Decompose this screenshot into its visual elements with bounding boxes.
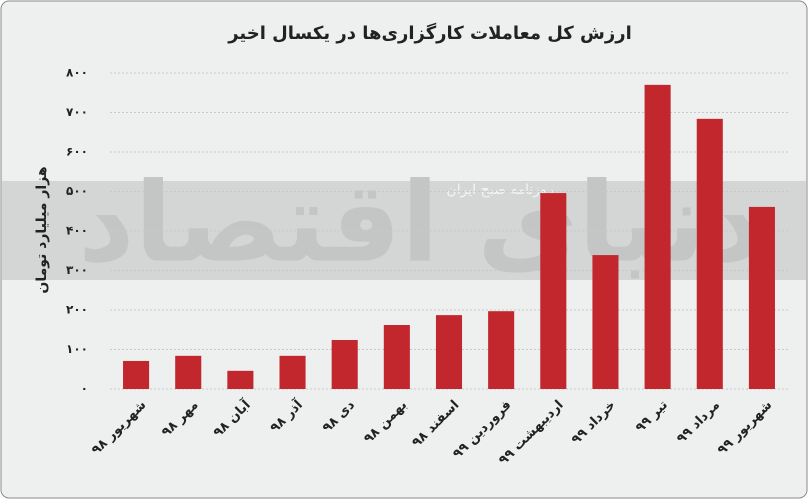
y-tick-label: ۱۰۰ xyxy=(66,342,88,356)
bar xyxy=(435,315,463,389)
bar xyxy=(227,370,254,389)
bar xyxy=(123,360,150,389)
bar xyxy=(175,355,202,389)
bar xyxy=(592,255,619,389)
y-tick-label: ۳۰۰ xyxy=(66,263,88,277)
bar xyxy=(383,325,410,389)
chart-title: ارزش کل معاملات کارگزاری‌ها در یکسال اخی… xyxy=(227,22,632,44)
bar xyxy=(644,84,671,389)
bar xyxy=(540,193,567,389)
watermark-tagline: روزنامه صبح ایران xyxy=(446,182,553,198)
bar xyxy=(748,206,775,389)
bar xyxy=(331,340,358,389)
y-tick-label: ۴۰۰ xyxy=(66,224,88,238)
y-tick-label: ۵۰۰ xyxy=(66,184,88,198)
y-tick-label: ۸۰۰ xyxy=(66,66,88,80)
y-tick-label: ۰ xyxy=(81,382,88,396)
bar xyxy=(696,118,723,389)
y-tick-label: ۲۰۰ xyxy=(66,303,88,317)
y-tick-label: ۶۰۰ xyxy=(66,145,88,159)
bar xyxy=(279,355,306,389)
bar xyxy=(488,311,515,389)
y-axis-label: هزار میلیارد تومان xyxy=(34,166,50,293)
y-tick-label: ۷۰۰ xyxy=(66,105,88,119)
